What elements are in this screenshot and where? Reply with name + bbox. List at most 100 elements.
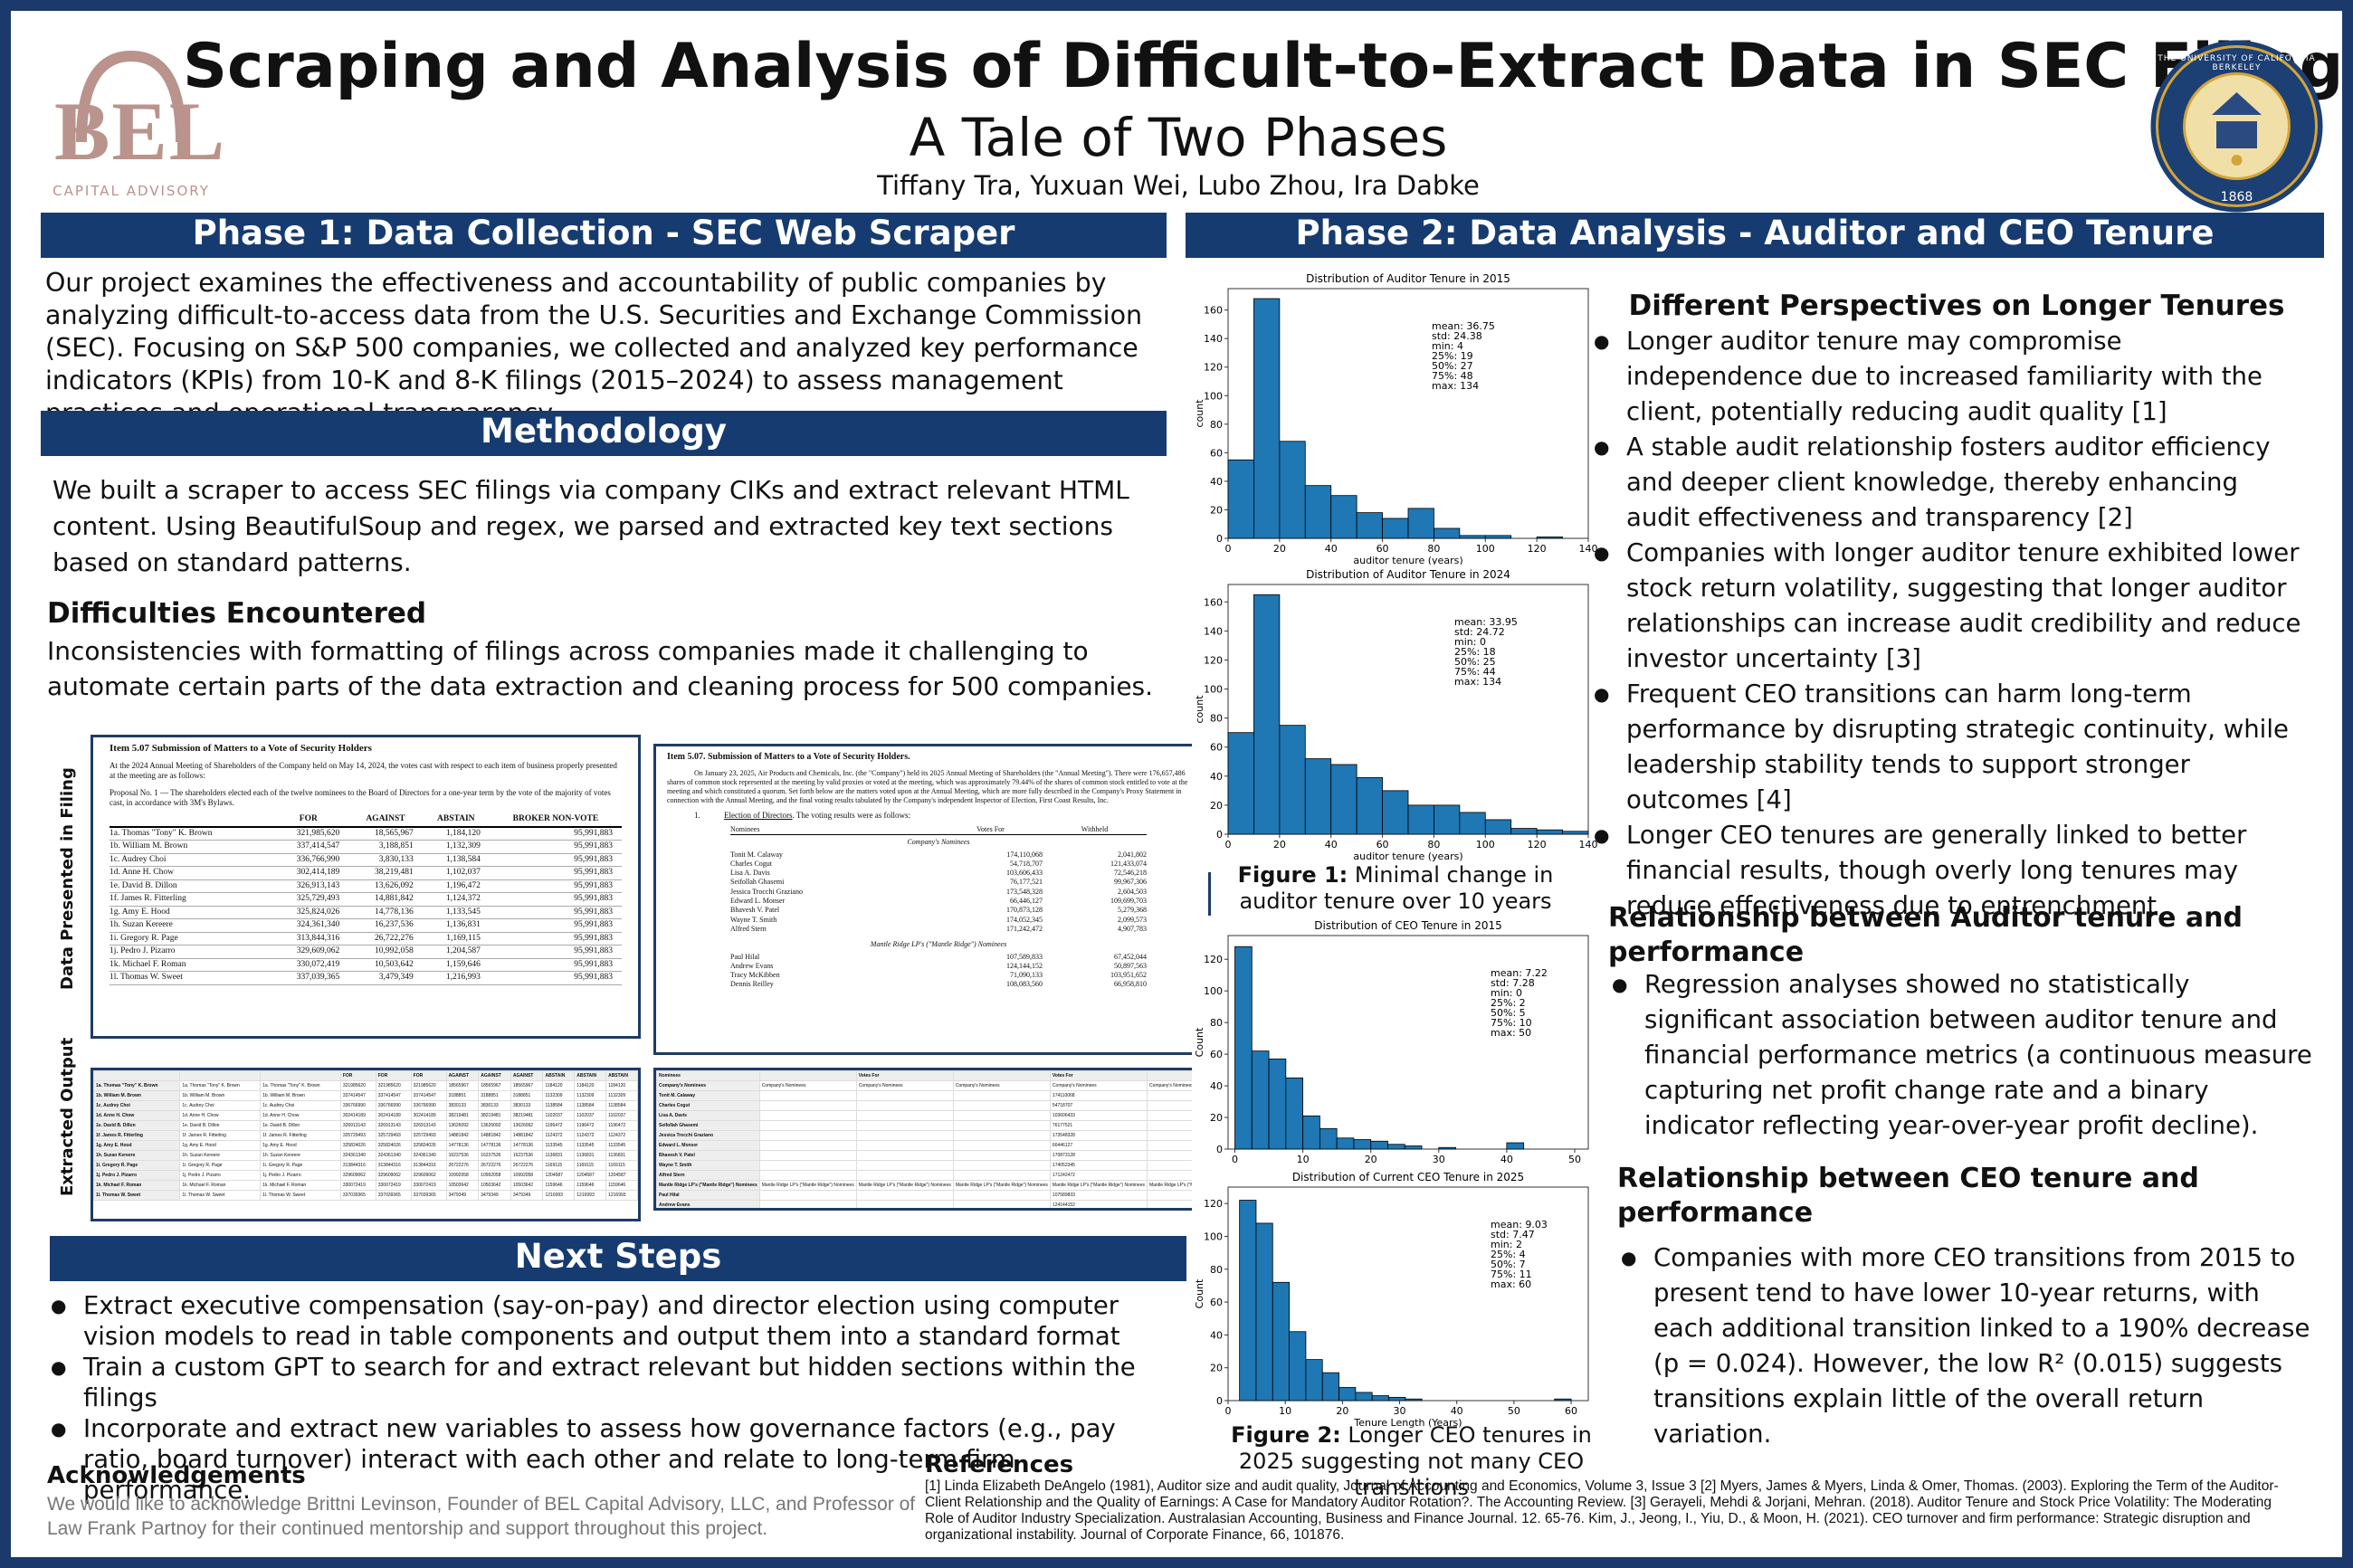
stats-annotation: 50%: 5: [1491, 1007, 1526, 1019]
table-row: Lisa A. Davis 103606433: [656, 1110, 1208, 1121]
table-cell: 337414547: [410, 1090, 447, 1101]
filing-3m-heading: Item 5.07 Submission of Matters to a Vot…: [110, 743, 372, 754]
stats-annotation: 50%: 25: [1454, 656, 1496, 668]
y-tick-label: 20: [1210, 800, 1223, 812]
table-cell: 1204587: [574, 1170, 607, 1181]
stats-annotation: max: 134: [1432, 380, 1479, 392]
y-tick-label: 100: [1204, 985, 1223, 997]
table-cell: 337414547: [375, 1090, 412, 1101]
table-cell: 313844316: [375, 1160, 412, 1171]
table-cell: 326,913,143: [268, 879, 349, 893]
histogram-bar: [1371, 1395, 1389, 1402]
seal-year: 1868: [2220, 190, 2253, 204]
ceo-relationship-list: Companies with more CEO transitions from…: [1617, 1240, 2314, 1452]
table-cell: 76,177,521: [1009, 878, 1043, 887]
table-cell: [758, 1190, 857, 1201]
table-cell: 1j. Pedro J. Pizarro: [110, 945, 269, 959]
stats-annotation: 75%: 44: [1454, 666, 1496, 678]
table-cell: 1196472: [605, 1120, 638, 1131]
x-tick-label: 0: [1225, 1405, 1232, 1417]
filing-3m-col-header: [110, 813, 269, 828]
header-cell: ABSTAIN: [574, 1070, 607, 1081]
table-cell: 174,110,068: [1006, 850, 1043, 859]
chart-ceo-2015: Distribution of CEO Tenure in 2015 0 10 20 3…: [1192, 916, 1599, 1187]
table-cell: [758, 1090, 857, 1101]
y-tick-label: 60: [1210, 1049, 1223, 1060]
y-tick-label: 20: [1210, 1363, 1223, 1374]
table-row: 1f. James R. Fitterling 1f. James R. Fitt…: [93, 1130, 638, 1141]
table-cell: 95,991,883: [489, 853, 622, 867]
table-cell: 1h. Suzan Kereere: [110, 918, 269, 933]
table-cell: 1132309: [605, 1090, 638, 1101]
table-cell: 103,951,652: [1110, 971, 1147, 980]
figure2-label: Figure 2:: [1231, 1422, 1341, 1448]
table-cell: 1k. Michael F. Roman: [93, 1180, 181, 1191]
x-tick-label: 40: [1451, 1405, 1463, 1417]
table-cell: Mantle Ridge LP's ("Mantle Ridge") Nomin…: [952, 1180, 1051, 1191]
table-cell: Tonit M. Calaway: [656, 1090, 760, 1101]
y-tick-label: 20: [1210, 504, 1223, 516]
histogram-bar: [1356, 777, 1383, 835]
table-cell: 324,361,340: [268, 918, 349, 933]
table-cell: 38219481: [445, 1110, 480, 1121]
y-tick-label: 60: [1210, 1297, 1223, 1308]
table-cell: 1204587: [605, 1170, 638, 1181]
table-cell: 1,138,584: [422, 853, 490, 867]
table-cell: 66446127: [1049, 1140, 1148, 1151]
table-cell: 95,991,883: [489, 906, 622, 919]
histogram-bar: [1484, 819, 1512, 835]
histogram-bar: [1268, 1058, 1287, 1150]
y-tick-label: 160: [1204, 305, 1223, 317]
figure1-caption: Figure 1: Minimal change in auditor tenu…: [1224, 862, 1567, 915]
table-cell: 95,991,883: [489, 840, 622, 854]
histogram-bar: [1227, 459, 1254, 539]
table-cell: 1169115: [574, 1160, 607, 1171]
histogram-bar: [1404, 1145, 1423, 1150]
auditor-relationship-title: Relationship between Auditor tenure and …: [1608, 902, 2243, 968]
table-row: 1i. Gregory R. Page 1i. Gregory R. Page 1i…: [93, 1160, 638, 1171]
table-cell: 76177521: [1049, 1120, 1148, 1131]
header-cell: FOR: [410, 1070, 447, 1081]
table-cell: 13626092: [478, 1120, 511, 1131]
table-cell: 1216993: [574, 1190, 607, 1201]
table-cell: 16237536: [510, 1150, 544, 1161]
table-cell: [855, 1120, 954, 1131]
histogram-bar: [1330, 495, 1358, 539]
table-cell: 3830133: [510, 1100, 544, 1111]
table-cell: 1j. Pedro J. Pizarro: [179, 1170, 262, 1181]
table-cell: 1,216,993: [422, 971, 490, 985]
histogram-bar: [1279, 725, 1306, 835]
references-text: [1] Linda Elizabeth DeAngelo (1981), Aud…: [925, 1478, 2279, 1543]
x-tick-label: 0: [1225, 839, 1232, 851]
table-cell: 336766990: [339, 1100, 376, 1111]
table-cell: 1f. James R. Fitterling: [260, 1130, 341, 1141]
table-cell: [758, 1160, 857, 1171]
table-cell: 1k. Michael F. Roman: [110, 958, 269, 972]
histogram-bar: [1388, 1396, 1406, 1402]
table-cell: Charles Cogut: [730, 859, 772, 868]
acknowledgements-text: We would like to acknowledge Brittni Lev…: [47, 1494, 916, 1539]
stats-annotation: 75%: 48: [1432, 370, 1473, 382]
table-cell: 325824026: [375, 1140, 412, 1151]
table-cell: [855, 1110, 954, 1121]
y-axis-label: count: [1194, 695, 1205, 724]
header-cell: AGAINST: [478, 1070, 511, 1081]
table-row: 1b. William M. Brown 337,414,547 3,188,851…: [110, 840, 622, 854]
chart-ceo-2015-svg: Distribution of CEO Tenure in 2015 0 10 20 3…: [1194, 919, 1589, 1177]
histogram-bar: [1253, 298, 1281, 539]
table-cell: 26,722,276: [348, 932, 423, 946]
table-cell: 3479349: [510, 1190, 544, 1201]
table-cell: 329609062: [375, 1170, 412, 1181]
table-cell: Mantle Ridge LP's ("Mantle Ridge") Nomin…: [855, 1180, 954, 1191]
stats-annotation: std: 24.72: [1454, 626, 1505, 638]
histogram-bar: [1405, 1398, 1423, 1402]
table-cell: 10992058: [478, 1170, 511, 1181]
table-cell: 325,824,026: [268, 906, 349, 919]
table-cell: [855, 1190, 954, 1201]
table-row: Andrew Evans 124,144,152 50,897,563: [730, 962, 1147, 971]
table-cell: 72,546,218: [1114, 869, 1147, 878]
table-cell: 18565967: [478, 1080, 511, 1091]
table-cell: [758, 1170, 857, 1181]
y-tick-label: 120: [1204, 654, 1223, 666]
table-row: Edward L. Monser 66,446,127 109,699,703: [730, 897, 1147, 906]
